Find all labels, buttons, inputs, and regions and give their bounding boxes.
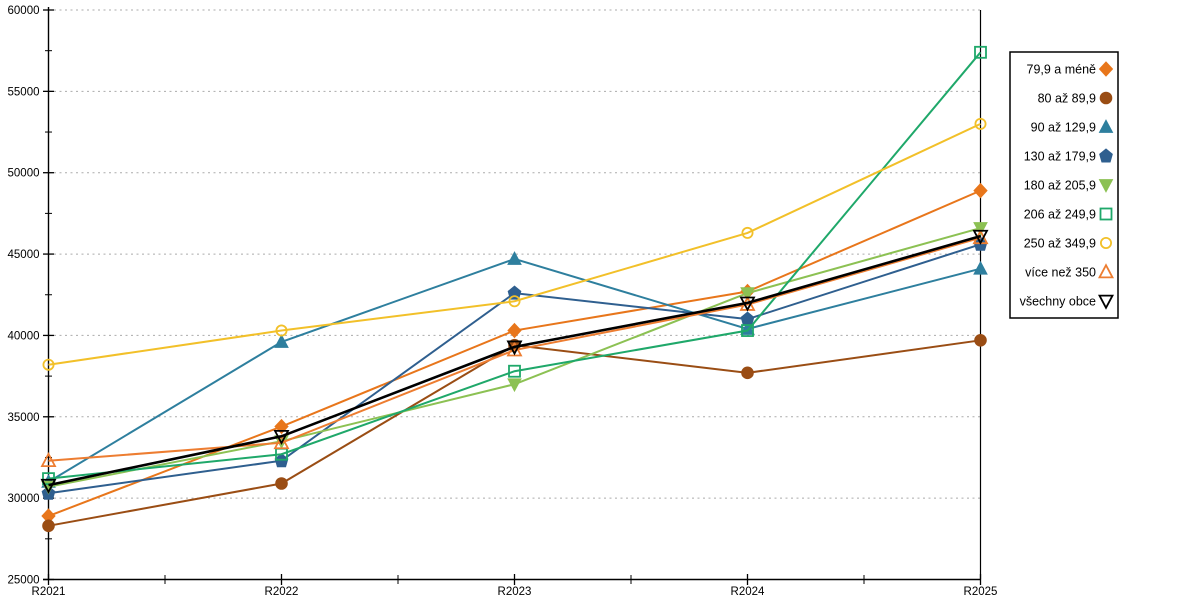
triangle-down-marker — [507, 378, 522, 393]
legend-label: více než 350 — [1025, 266, 1096, 280]
series-line — [48, 227, 981, 488]
axis-labels: 25000 30000 35000 40000 45000 50000 55000 60000… — [8, 5, 998, 598]
series-line — [48, 122, 981, 366]
y-tick-label: 30000 — [8, 493, 40, 505]
legend-label: 90 až 129,9 — [1031, 121, 1096, 135]
circle-marker — [741, 366, 754, 380]
legend-label: 180 až 205,9 — [1024, 179, 1096, 193]
circle-marker — [508, 295, 521, 308]
pentagon-marker — [507, 285, 522, 300]
x-tick-label: R2021 — [32, 586, 66, 598]
triangle-up-marker — [274, 334, 289, 348]
triangle-down-marker — [506, 340, 523, 356]
gridlines — [48, 9, 981, 499]
legend-label: 250 až 349,9 — [1024, 237, 1096, 251]
triangle-down-marker — [973, 222, 988, 236]
circle-marker — [974, 117, 987, 130]
y-tick-label: 25000 — [8, 575, 40, 587]
triangle-down-marker — [40, 478, 57, 494]
triangle-down-marker — [972, 229, 989, 245]
legend-item: 80 až 89,9 — [1038, 91, 1113, 106]
legend-item: 250 až 349,9 — [1024, 236, 1113, 251]
y-tick-label: 55000 — [8, 86, 40, 98]
y-tick-label: 35000 — [8, 412, 40, 424]
circle-marker — [741, 226, 754, 239]
legend-label: 80 až 89,9 — [1038, 92, 1096, 106]
x-tick-label: R2025 — [964, 586, 998, 598]
legend-label: 79,9 a méně — [1027, 63, 1097, 77]
legend-item: 79,9 a méně — [1027, 61, 1114, 77]
series-206-a-249-9 — [42, 45, 987, 486]
circle-marker — [275, 324, 288, 337]
triangle-up-marker — [40, 452, 57, 468]
legend-item: 180 až 205,9 — [1024, 179, 1114, 193]
legend-item: všechny obce — [1020, 294, 1114, 310]
x-tick-label: R2022 — [265, 586, 299, 598]
circle-marker — [275, 477, 288, 490]
x-tick-label: R2024 — [731, 586, 765, 598]
triangle-up-legend-icon — [1098, 263, 1114, 279]
triangle-up-legend-icon — [1098, 119, 1114, 133]
y-tick-label: 60000 — [8, 5, 40, 17]
circle-marker — [974, 334, 987, 347]
diamond-legend-icon — [1098, 61, 1114, 77]
legend-item: 90 až 129,9 — [1031, 119, 1114, 135]
square-legend-icon — [1099, 207, 1113, 221]
y-tick-label: 45000 — [8, 249, 40, 261]
triangle-down-legend-icon — [1098, 294, 1114, 310]
legend-label: 206 až 249,9 — [1024, 208, 1096, 222]
square-marker — [741, 324, 754, 337]
series-lines — [40, 45, 989, 533]
triangle-up-marker — [973, 260, 988, 275]
diamond-marker — [507, 322, 522, 339]
legend: 79,9 a méně 80 až 89,9 90 až 129,9 130 až 1… — [1009, 51, 1119, 319]
triangle-down-marker — [740, 287, 755, 301]
legend-label: všechny obce — [1020, 295, 1096, 309]
square-marker — [974, 45, 987, 59]
legend-item: 130 až 179,9 — [1024, 148, 1113, 164]
triangle-down-legend-icon — [1098, 179, 1114, 193]
triangle-up-marker — [273, 434, 290, 450]
triangle-down-marker — [273, 430, 290, 446]
series-250-a-349-9 — [42, 117, 987, 371]
pentagon-marker — [740, 311, 755, 326]
triangle-down-marker — [739, 296, 756, 312]
circle-legend-icon — [1099, 91, 1113, 105]
circle-legend-icon — [1100, 236, 1113, 249]
legend-item: 206 až 249,9 — [1024, 207, 1113, 222]
legend-item: více než 350 — [1025, 263, 1114, 280]
series-v-echny-obce — [40, 229, 989, 494]
square-marker — [508, 364, 521, 378]
pentagon-legend-icon — [1099, 148, 1113, 163]
circle-marker — [42, 358, 55, 371]
series-line — [48, 51, 982, 480]
x-tick-label: R2023 — [498, 586, 532, 598]
diamond-marker — [973, 182, 988, 199]
circle-marker — [42, 519, 55, 533]
series-line — [48, 234, 981, 487]
legend-label: 130 až 179,9 — [1024, 150, 1096, 164]
y-tick-label: 40000 — [8, 330, 40, 342]
triangle-up-marker — [507, 251, 522, 265]
y-tick-label: 50000 — [8, 168, 40, 180]
series-line — [48, 236, 981, 462]
series-80-a-89-9 — [42, 334, 987, 533]
